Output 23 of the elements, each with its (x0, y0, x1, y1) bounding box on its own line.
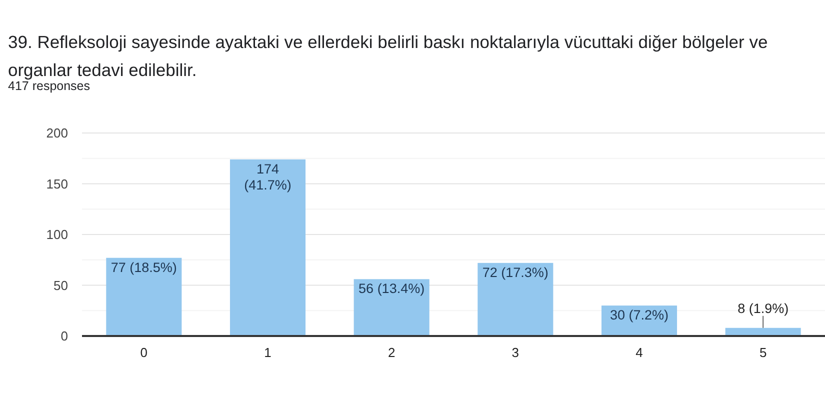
bar (106, 258, 182, 336)
chart-title: 39. Refleksoloji sayesinde ayaktaki ve ellerdeki belirli baskı noktalarıyla vücuttaki diğer bölgeler ve organlar tedavi edilebilir. (8, 32, 768, 80)
bar (354, 279, 430, 336)
y-tick-label: 50 (54, 278, 68, 293)
data-label: 30 (7.2%) (610, 308, 669, 323)
y-tick-label: 150 (46, 176, 68, 192)
x-tick-label: 1 (264, 345, 272, 360)
data-label: 77 (18.5%) (110, 260, 177, 275)
data-label: 56 (13.4%) (358, 281, 425, 296)
y-tick-label: 200 (46, 126, 68, 141)
data-label: 72 (17.3%) (482, 264, 548, 280)
data-label: 8 (1.9%) (738, 300, 789, 316)
chart-subtitle: 417 responses (8, 79, 90, 93)
x-tick-label: 4 (636, 345, 643, 360)
x-tick-label: 5 (759, 345, 767, 360)
bar (478, 262, 554, 336)
y-tick-label: 0 (60, 328, 68, 344)
data-label: 174 (41.7%) (244, 161, 292, 192)
y-tick-label: 100 (46, 227, 68, 242)
x-tick-label: 3 (512, 345, 520, 360)
x-tick-label: 2 (388, 345, 396, 360)
bar (230, 159, 306, 336)
x-tick-label: 0 (140, 345, 148, 360)
